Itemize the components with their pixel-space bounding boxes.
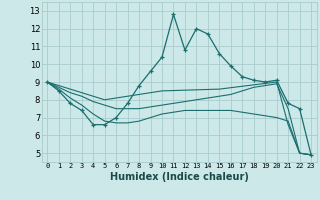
X-axis label: Humidex (Indice chaleur): Humidex (Indice chaleur)	[110, 172, 249, 182]
